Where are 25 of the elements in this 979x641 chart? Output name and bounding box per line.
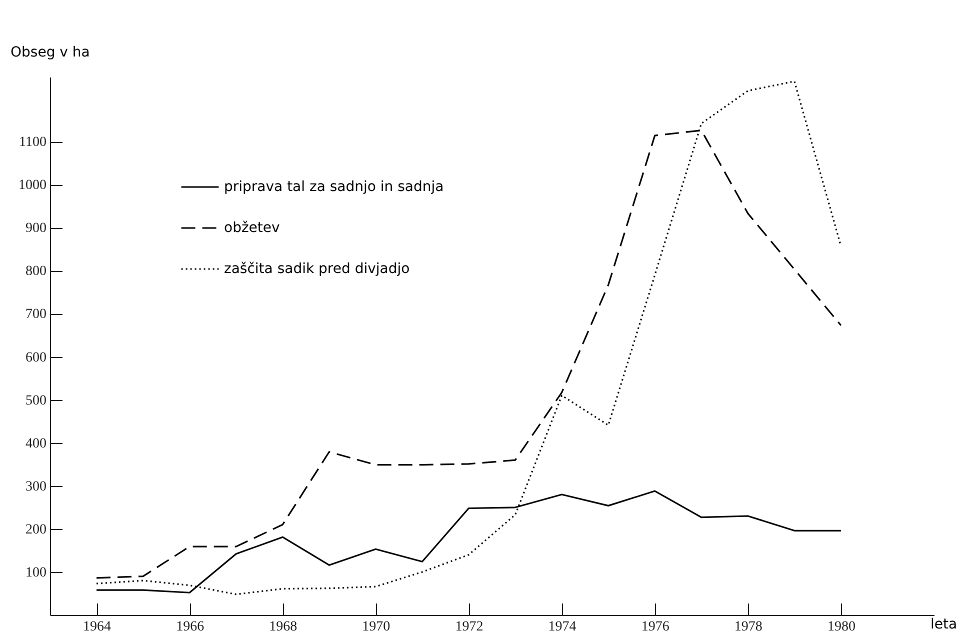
x-tick-label: 1976 (641, 620, 670, 634)
x-tick-label: 1966 (176, 620, 204, 634)
x-tick-label: 1970 (362, 620, 390, 634)
x-tick-label: 1978 (734, 620, 762, 634)
y-tick-label: 900 (26, 221, 46, 236)
y-tick-label: 800 (26, 264, 46, 280)
legend-label: obžetev (224, 220, 280, 236)
y-axis-title: Obseg v ha (10, 44, 90, 60)
x-tick-label: 1980 (827, 620, 856, 634)
y-tick-label: 100 (26, 565, 46, 580)
x-tick-label: 1972 (455, 620, 484, 634)
x-tick-label: 1974 (548, 620, 576, 634)
x-tick-label: 1964 (83, 620, 112, 634)
y-tick-label: 300 (26, 479, 46, 494)
x-tick-label: 1968 (269, 620, 298, 634)
y-tick-label: 1100 (19, 135, 46, 150)
y-tick-label: 1000 (18, 178, 46, 194)
y-tick-label: 400 (26, 436, 46, 452)
y-tick-label: 600 (26, 350, 46, 366)
y-tick-label: 500 (26, 393, 46, 408)
y-tick-label: 700 (26, 307, 46, 322)
legend-label: zaščita sadik pred divjadjo (224, 261, 410, 277)
y-tick-label: 200 (26, 522, 46, 538)
x-axis-title: leta (930, 616, 958, 632)
legend-label: priprava tal za sadnjo in sadnja (224, 179, 444, 195)
